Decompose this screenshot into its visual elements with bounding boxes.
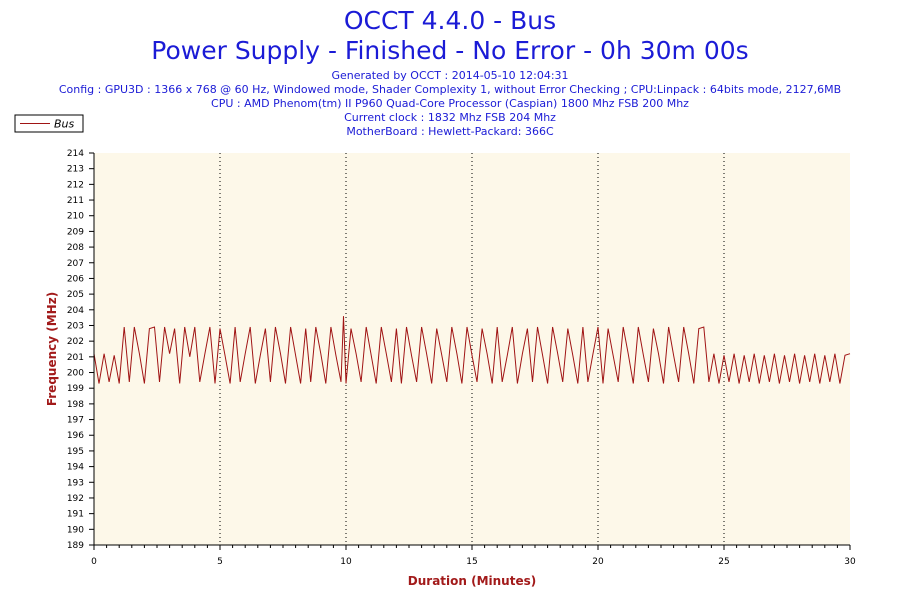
- y-tick-label: 199: [67, 384, 84, 394]
- chart-title: OCCT 4.4.0 - Bus: [343, 6, 557, 35]
- y-tick-label: 208: [67, 243, 84, 253]
- y-tick-label: 206: [67, 274, 84, 284]
- y-tick-label: 195: [67, 447, 84, 457]
- info-generated: Generated by OCCT : 2014-05-10 12:04:31: [331, 69, 569, 82]
- chart-subtitle: Power Supply - Finished - No Error - 0h …: [151, 36, 749, 65]
- y-tick-label: 193: [67, 478, 84, 488]
- info-cpu: CPU : AMD Phenom(tm) II P960 Quad-Core P…: [211, 97, 689, 110]
- y-tick-label: 202: [67, 337, 84, 347]
- y-tick-label: 194: [67, 463, 84, 473]
- y-tick-label: 205: [67, 290, 84, 300]
- y-tick-label: 201: [67, 353, 84, 363]
- y-tick-label: 197: [67, 416, 84, 426]
- y-tick-label: 214: [67, 149, 84, 159]
- x-tick-label: 10: [340, 557, 352, 567]
- y-tick-label: 192: [67, 494, 84, 504]
- y-tick-label: 209: [67, 227, 84, 237]
- y-tick-label: 211: [67, 196, 84, 206]
- y-tick-label: 196: [67, 431, 84, 441]
- x-tick-label: 30: [844, 557, 856, 567]
- y-tick-label: 213: [67, 165, 84, 175]
- x-tick-label: 0: [91, 557, 97, 567]
- y-tick-label: 207: [67, 259, 84, 269]
- legend-label-bus: Bus: [54, 118, 75, 131]
- series-line-bus: [93, 316, 851, 384]
- y-tick-label: 204: [67, 306, 84, 316]
- x-axis-title: Duration (Minutes): [408, 574, 536, 588]
- y-tick-label: 198: [67, 400, 84, 410]
- x-tick-label: 20: [592, 557, 604, 567]
- info-current-clock: Current clock : 1832 Mhz FSB 204 Mhz: [344, 111, 556, 124]
- y-tick-label: 212: [67, 180, 84, 190]
- y-tick-label: 210: [67, 212, 84, 222]
- y-tick-label: 200: [67, 369, 84, 379]
- info-config: Config : GPU3D : 1366 x 768 @ 60 Hz, Win…: [58, 83, 842, 96]
- x-tick-label: 15: [466, 557, 477, 567]
- y-tick-label: 203: [67, 321, 84, 331]
- chart-legend: Bus: [14, 114, 84, 133]
- x-tick-label: 25: [718, 557, 729, 567]
- y-tick-label: 189: [67, 541, 84, 551]
- y-tick-label: 190: [67, 525, 84, 535]
- info-motherboard: MotherBoard : Hewlett-Packard: 366C: [346, 125, 554, 138]
- x-tick-label: 5: [217, 557, 223, 567]
- y-tick-label: 191: [67, 510, 84, 520]
- y-axis-title: Frequency (MHz): [45, 292, 59, 406]
